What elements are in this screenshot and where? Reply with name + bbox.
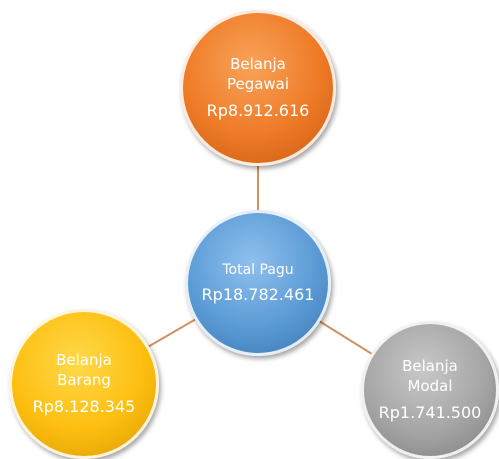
node-value: Rp8.128.345 (32, 397, 136, 416)
node-label: Belanja Barang (56, 351, 112, 389)
node-value: Rp1.741.500 (378, 403, 482, 422)
node-total: Total Pagu Rp18.782.461 (185, 210, 331, 356)
node-label: Belanja Modal (402, 357, 458, 395)
node-label: Belanja Pegawai (226, 55, 290, 93)
node-value: Rp18.782.461 (201, 285, 315, 304)
node-label: Total Pagu (222, 262, 294, 278)
node-pegawai: Belanja Pegawai Rp8.912.616 (180, 10, 336, 166)
node-barang: Belanja Barang Rp8.128.345 (9, 309, 159, 459)
node-modal: Belanja Modal Rp1.741.500 (361, 321, 499, 459)
node-value: Rp8.912.616 (206, 101, 310, 120)
